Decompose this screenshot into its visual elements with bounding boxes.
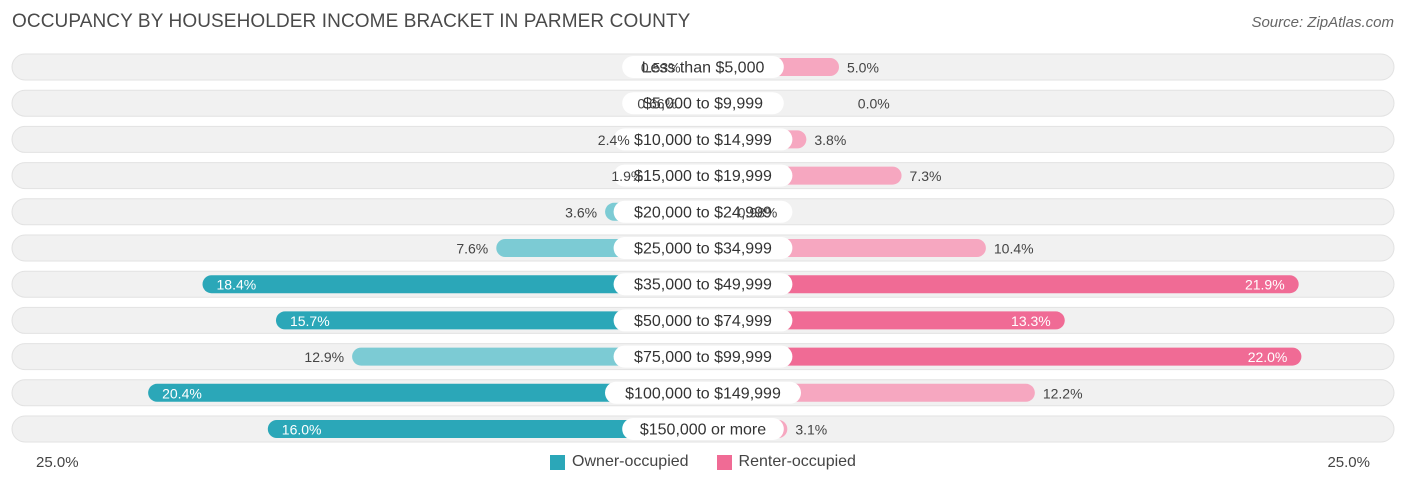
legend-swatch-owner bbox=[550, 454, 566, 470]
legend: Owner-occupied Renter-occupied bbox=[0, 453, 1406, 471]
category-label: $5,000 to $9,999 bbox=[643, 96, 763, 113]
category-label: $50,000 to $74,999 bbox=[634, 313, 772, 330]
category-label: $10,000 to $14,999 bbox=[634, 132, 772, 149]
owner-value-label: 16.0% bbox=[282, 422, 322, 438]
category-label: $20,000 to $24,999 bbox=[634, 204, 772, 221]
category-label-bg bbox=[613, 237, 793, 259]
category-label: $100,000 to $149,999 bbox=[625, 385, 781, 402]
owner-value-label: 0.53% bbox=[641, 60, 681, 76]
owner-value-label: 18.4% bbox=[217, 277, 257, 293]
owner-bar bbox=[148, 383, 703, 402]
renter-bar bbox=[703, 275, 1299, 294]
owner-value-label: 7.6% bbox=[456, 241, 488, 257]
category-label-bg bbox=[622, 56, 784, 78]
category-label-bg bbox=[613, 273, 793, 296]
category-label: $75,000 to $99,999 bbox=[634, 349, 772, 366]
axis-left-label: 25.0% bbox=[36, 454, 79, 471]
renter-value-label: 0.98% bbox=[738, 204, 778, 220]
legend-swatch-renter bbox=[716, 454, 732, 470]
owner-value-label: 12.9% bbox=[304, 349, 344, 365]
renter-value-label: 3.1% bbox=[795, 422, 827, 438]
category-label: $15,000 to $19,999 bbox=[634, 168, 772, 185]
category-label-bg bbox=[613, 164, 793, 187]
category-label-bg bbox=[605, 381, 801, 404]
owner-value-label: 15.7% bbox=[290, 313, 330, 329]
renter-value-label: 3.8% bbox=[814, 132, 846, 148]
renter-value-label: 21.9% bbox=[1245, 277, 1285, 293]
category-label: Less than $5,000 bbox=[642, 60, 765, 77]
owner-value-label: 2.4% bbox=[598, 132, 630, 148]
renter-value-label: 0.0% bbox=[858, 96, 890, 112]
owner-bar bbox=[267, 420, 703, 438]
owner-value-label: 3.6% bbox=[565, 204, 597, 220]
category-label: $35,000 to $49,999 bbox=[634, 277, 772, 294]
category-label-bg bbox=[622, 418, 784, 440]
renter-value-label: 22.0% bbox=[1248, 349, 1288, 365]
legend-label-renter: Renter-occupied bbox=[738, 453, 856, 470]
renter-bar bbox=[703, 347, 1302, 366]
renter-bar bbox=[703, 311, 1065, 330]
owner-bar bbox=[202, 275, 703, 294]
category-label: $150,000 or more bbox=[640, 422, 766, 439]
category-label-bg bbox=[613, 128, 793, 151]
source-label: Source: ZipAtlas.com bbox=[1251, 14, 1394, 31]
axis-right-label: 25.0% bbox=[1327, 454, 1370, 471]
renter-value-label: 12.2% bbox=[1043, 385, 1083, 401]
category-label-bg bbox=[613, 309, 793, 332]
owner-value-label: 20.4% bbox=[162, 385, 202, 401]
owner-value-label: 0.66% bbox=[637, 96, 677, 112]
renter-value-label: 7.3% bbox=[910, 168, 942, 184]
legend-item-owner[interactable]: Owner-occupied bbox=[550, 453, 689, 471]
owner-value-label: 1.9% bbox=[611, 168, 643, 184]
renter-value-label: 10.4% bbox=[994, 241, 1034, 257]
category-label-bg bbox=[622, 92, 784, 115]
legend-label-owner: Owner-occupied bbox=[572, 453, 689, 470]
renter-value-label: 5.0% bbox=[847, 60, 879, 76]
chart-title: OCCUPANCY BY HOUSEHOLDER INCOME BRACKET … bbox=[12, 11, 691, 32]
legend-item-renter[interactable]: Renter-occupied bbox=[716, 453, 856, 471]
category-label-bg bbox=[613, 345, 793, 368]
renter-value-label: 13.3% bbox=[1011, 313, 1051, 329]
category-label: $25,000 to $34,999 bbox=[634, 241, 772, 258]
category-label-bg bbox=[613, 200, 793, 223]
owner-bar bbox=[275, 311, 703, 330]
